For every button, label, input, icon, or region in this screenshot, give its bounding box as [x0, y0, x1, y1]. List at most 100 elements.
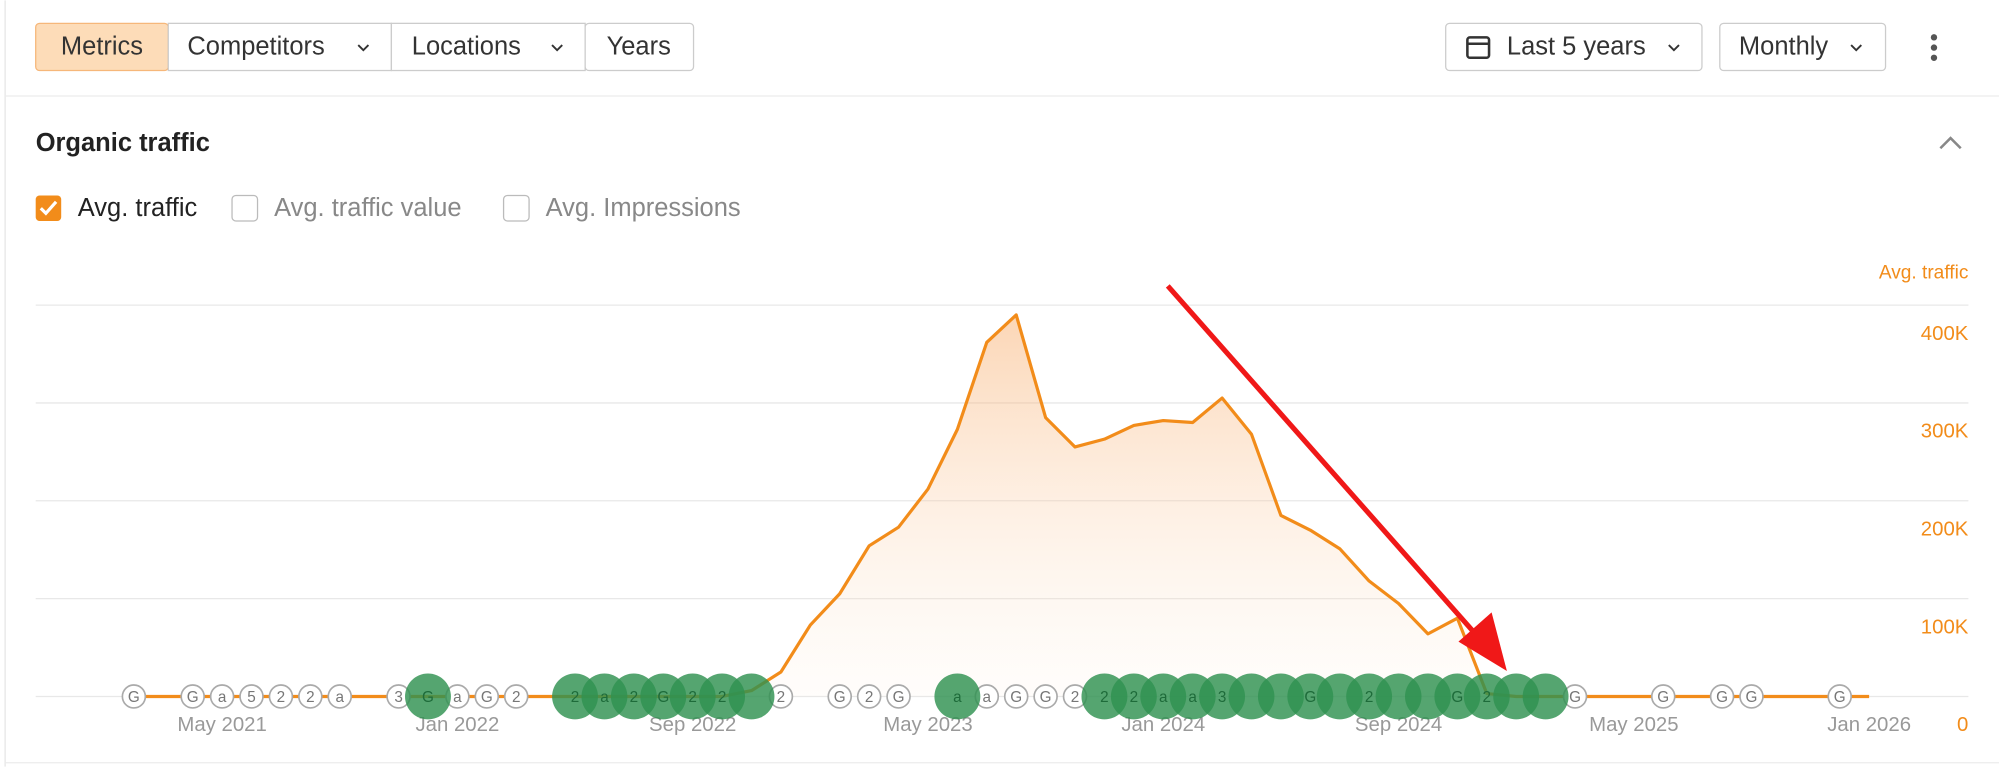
event-label: G: [1010, 689, 1022, 706]
update-label: a: [1188, 689, 1197, 706]
event-marker[interactable]: [1650, 684, 1676, 709]
event-label: a: [453, 689, 462, 706]
event-marker[interactable]: [827, 684, 853, 709]
x-tick-label: Sep 2024: [1355, 714, 1442, 736]
range-select[interactable]: [1445, 22, 1703, 72]
checkmark: [39, 200, 58, 216]
tab-group: Metrics Competitors Locations Years: [35, 22, 695, 72]
event-marker[interactable]: [503, 684, 529, 709]
update-label: a: [953, 689, 962, 706]
event-label: 5: [247, 689, 256, 706]
tab-label: Metrics: [61, 32, 143, 60]
calendar-icon: [1466, 36, 1491, 60]
update-marker[interactable]: [405, 673, 451, 720]
y-tick-label: 0: [1957, 714, 1968, 736]
event-label: 3: [394, 689, 402, 706]
x-tick-label: May 2021: [177, 714, 266, 736]
event-label: a: [335, 689, 344, 706]
event-label: 2: [277, 689, 286, 706]
update-label: 2: [1130, 689, 1139, 706]
event-marker[interactable]: [1033, 684, 1058, 709]
area-fill: [133, 314, 1870, 697]
event-marker[interactable]: [1709, 684, 1735, 709]
update-label: 2: [1365, 689, 1374, 706]
event-label: a: [218, 689, 227, 706]
update-label: G: [422, 689, 434, 706]
event-label: G: [1040, 689, 1052, 706]
event-label: G: [1657, 689, 1669, 706]
x-tick-label: Jan 2024: [1121, 714, 1205, 736]
tab-years[interactable]: [584, 22, 695, 72]
x-tick-label: Jan 2026: [1827, 714, 1911, 736]
dropdown-caret: [1668, 44, 1680, 52]
y-tick-label: 400K: [1921, 323, 1969, 345]
event-label: 2: [865, 689, 874, 706]
event-label: 2: [1071, 689, 1080, 706]
tab-label: Competitors: [187, 32, 324, 60]
event-label: G: [128, 689, 140, 706]
y-tick-label: 200K: [1921, 519, 1969, 541]
event-label: G: [1746, 689, 1758, 706]
event-label: 2: [306, 689, 314, 706]
update-marker[interactable]: [728, 673, 775, 720]
event-marker[interactable]: [886, 684, 911, 709]
event-marker[interactable]: [1827, 684, 1853, 709]
event-marker[interactable]: [239, 684, 264, 709]
update-label: 2: [718, 689, 727, 706]
event-label: G: [187, 689, 199, 706]
update-marker[interactable]: [1522, 673, 1569, 720]
event-label: G: [1834, 689, 1846, 706]
more-menu[interactable]: [1930, 34, 1938, 61]
event-marker[interactable]: [856, 684, 882, 709]
checkbox-label: Avg. traffic value: [274, 194, 461, 222]
update-label: 2: [1100, 689, 1109, 706]
event-marker[interactable]: [121, 684, 147, 709]
x-tick-label: May 2025: [1589, 714, 1678, 736]
event-marker[interactable]: [1739, 684, 1764, 709]
dropdown-caret: [1850, 44, 1862, 52]
tab-label: Locations: [412, 32, 521, 60]
event-marker[interactable]: [298, 684, 323, 709]
chart: Avg. traffic 0 100K 200K 300K 400K May 2021 Jan…: [35, 262, 1969, 736]
x-tick-label: Sep 2022: [649, 714, 736, 736]
event-label: a: [983, 689, 992, 706]
y-tick-label: 300K: [1921, 421, 1969, 443]
event-marker[interactable]: [180, 684, 205, 709]
y-tick-label: 100K: [1921, 616, 1969, 638]
y-axis-title: Avg. traffic: [1879, 262, 1969, 283]
event-marker[interactable]: [327, 684, 353, 709]
update-label: 2: [571, 689, 579, 706]
event-label: 2: [777, 689, 786, 706]
event-marker[interactable]: [268, 684, 294, 709]
section-title: Organic traffic: [36, 129, 210, 157]
dropdown-caret: [357, 44, 370, 52]
update-label: 2: [630, 689, 639, 706]
event-label: G: [1569, 689, 1581, 706]
event-marker[interactable]: [474, 684, 500, 709]
dropdown-caret: [551, 44, 563, 52]
event-label: G: [1716, 689, 1728, 706]
update-label: a: [1159, 689, 1168, 706]
tab-label: Years: [607, 32, 671, 60]
update-label: G: [1451, 689, 1463, 706]
checkbox[interactable]: [502, 194, 530, 222]
update-label: 3: [1218, 689, 1227, 706]
red-arrow: [1165, 284, 1507, 671]
event-label: G: [834, 689, 846, 706]
checkbox[interactable]: [231, 194, 259, 222]
x-tick-label: May 2023: [883, 714, 972, 736]
interval-label: Monthly: [1739, 32, 1828, 60]
event-marker[interactable]: [1003, 684, 1029, 709]
update-label: 2: [688, 689, 697, 706]
interval-select[interactable]: [1719, 22, 1887, 72]
update-label: a: [600, 689, 609, 706]
x-tick-label: Jan 2022: [415, 714, 499, 736]
update-marker[interactable]: [934, 673, 981, 720]
collapse-chevron[interactable]: [1939, 136, 1962, 150]
event-marker[interactable]: [209, 684, 235, 709]
range-label: Last 5 years: [1507, 32, 1646, 60]
checkbox-label: Avg. Impressions: [546, 194, 741, 222]
event-label: 2: [512, 689, 521, 706]
